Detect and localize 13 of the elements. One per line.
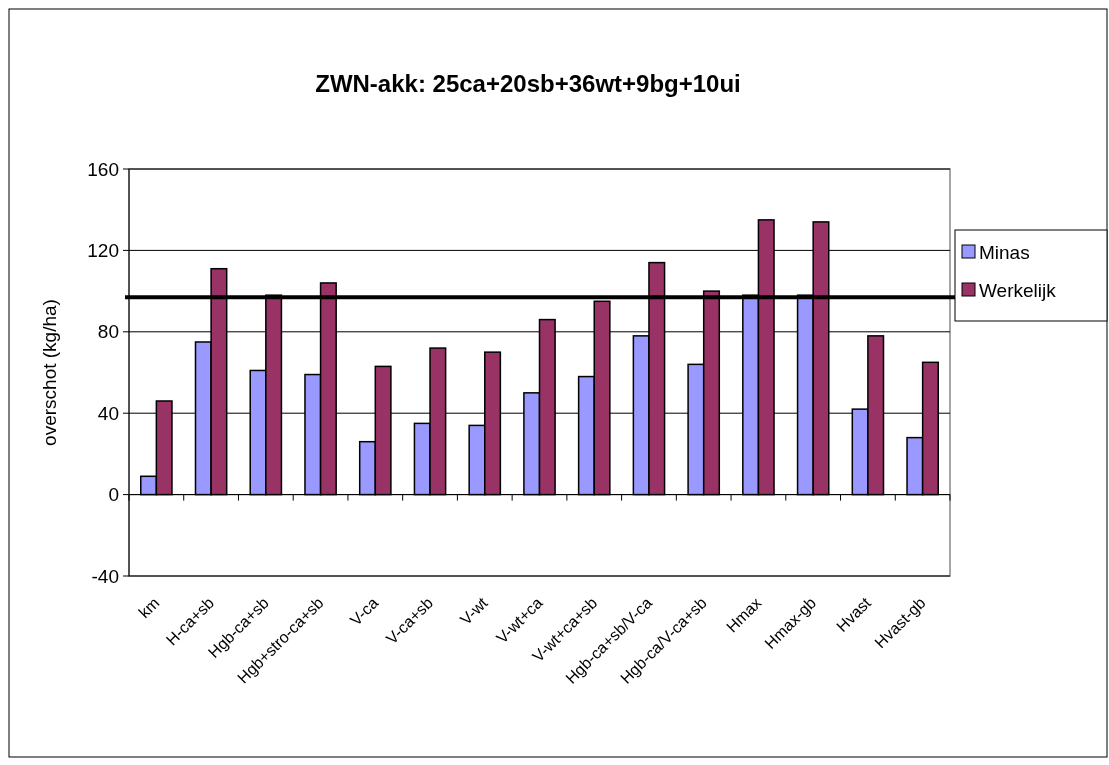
y-tick-label: -40	[91, 565, 119, 587]
x-tick-label: V-ca	[346, 594, 382, 629]
y-tick-label: 160	[87, 158, 119, 180]
y-axis-title: overschot (kg/ha)	[39, 299, 60, 446]
y-tick-label: 0	[108, 484, 119, 506]
y-tick-label: 80	[97, 321, 119, 343]
y-tick-label: 40	[97, 402, 119, 424]
x-tick-label: km	[135, 594, 163, 622]
chart-title: ZWN-akk: 25ca+20sb+36wt+9bg+10ui	[315, 70, 741, 97]
legend-label: Werkelijk	[979, 279, 1057, 301]
x-tick-label: V-wt	[456, 593, 492, 629]
legend-label: Minas	[979, 241, 1030, 263]
y-tick-label: 120	[87, 240, 119, 262]
